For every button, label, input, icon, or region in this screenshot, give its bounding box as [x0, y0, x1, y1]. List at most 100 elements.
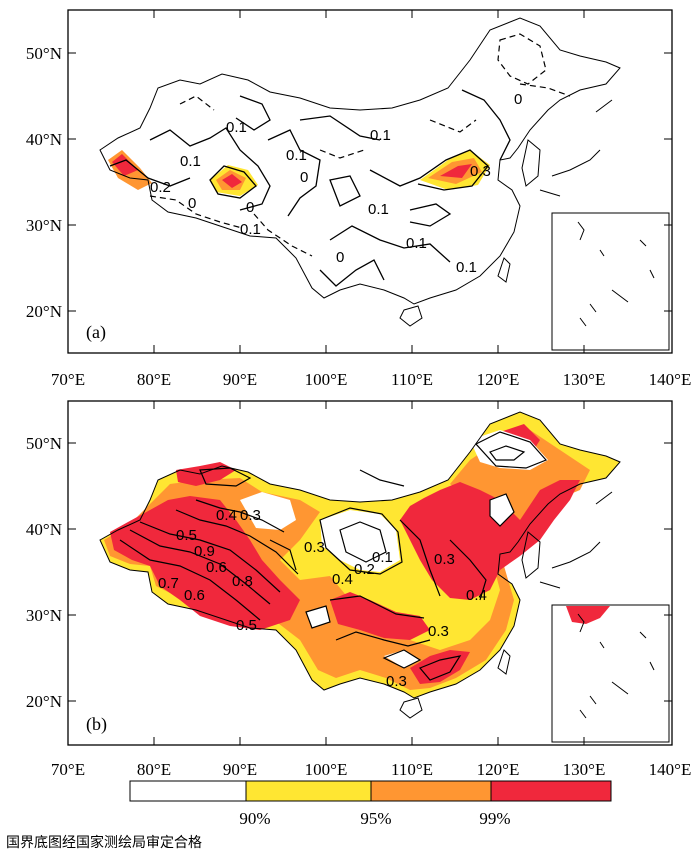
lat-tick-label: 20°N	[26, 302, 62, 321]
contours-a-dashed	[149, 33, 571, 257]
legend-swatch	[129, 780, 247, 802]
contour-label: 0.3	[304, 539, 325, 556]
lon-tick-label: 130°E	[563, 370, 606, 389]
lon-tick-label: 110°E	[391, 760, 433, 779]
hainan	[399, 697, 423, 719]
contour-label: 0.9	[194, 543, 215, 560]
contour-label: 0.4	[332, 571, 353, 588]
contour-label: 0.1	[406, 235, 427, 252]
lon-tick-label: 80°E	[137, 370, 171, 389]
coast-korea	[521, 531, 541, 579]
lat-tick-label: 40°N	[26, 520, 62, 539]
panel-b-lat-labels: 50°N 40°N 30°N 20°N	[26, 434, 62, 711]
contour-label: 0	[514, 91, 522, 108]
lon-tick-label: 80°E	[137, 760, 171, 779]
lon-tick-label: 100°E	[305, 370, 348, 389]
contour-label: 0.3	[428, 623, 449, 640]
contour-label: 0.1	[226, 119, 247, 136]
shading	[222, 174, 242, 188]
panel-b: 0.4 0.3 0.5 0.6 0.7 0.8 0.9 0.6 0.5 0.3 …	[26, 400, 691, 779]
panel-a-ticks	[68, 10, 672, 353]
legend-swatch	[245, 780, 372, 802]
contour-label: 0.4	[466, 587, 487, 604]
contours-a	[109, 89, 511, 287]
legend-swatch	[490, 780, 612, 802]
lat-tick-label: 40°N	[26, 130, 62, 149]
legend-label: 90%	[239, 809, 270, 828]
china-outline	[99, 17, 621, 305]
contour-label: 0.3	[470, 163, 491, 180]
contour-label: 0.1	[286, 147, 307, 164]
shading-white	[470, 430, 548, 470]
contour-label: 0.5	[236, 617, 257, 634]
lat-tick-label: 50°N	[26, 434, 62, 453]
south-china-sea-inset	[551, 212, 670, 351]
lon-tick-label: 140°E	[649, 370, 692, 389]
contour-label: 0	[188, 195, 196, 212]
contour-label: 0.2	[150, 179, 171, 196]
panel-b-lon-labels: 70°E 80°E 90°E 100°E 110°E 120°E 130°E 1…	[51, 760, 691, 779]
lon-tick-label: 110°E	[391, 370, 433, 389]
lon-tick-label: 120°E	[477, 370, 520, 389]
coast-korea	[521, 139, 541, 187]
panel-a-contour-labels: 0.1 0.2 0 0.1 0 0.1 0.1 0 0.1 0.1 0.1 0 …	[150, 91, 522, 276]
lon-tick-label: 70°E	[51, 370, 85, 389]
shading	[112, 154, 138, 176]
inset-shading	[566, 606, 610, 624]
contour-label: 0	[300, 169, 308, 186]
panel-b-contour-labels: 0.4 0.3 0.5 0.6 0.7 0.8 0.9 0.6 0.5 0.3 …	[158, 507, 487, 690]
shading-red	[400, 480, 580, 600]
contour-label: 0.1	[180, 153, 201, 170]
contour-label: 0.8	[232, 573, 253, 590]
legend: 90% 95% 99%	[129, 780, 612, 828]
legend-label: 95%	[360, 809, 391, 828]
contour-label: 0.3	[434, 551, 455, 568]
contour-label: 0.6	[206, 559, 227, 576]
contour-label: 0.3	[386, 673, 407, 690]
panel-label: (a)	[86, 322, 106, 343]
contour-label: 0.5	[176, 527, 197, 544]
lon-tick-label: 140°E	[649, 760, 692, 779]
legend-label: 99%	[479, 809, 510, 828]
panel-b-ticks	[68, 401, 672, 745]
lat-tick-label: 20°N	[26, 692, 62, 711]
contour-label: 0	[336, 249, 344, 266]
lat-tick-label: 50°N	[26, 44, 62, 63]
lat-tick-label: 30°N	[26, 216, 62, 235]
lon-tick-label: 90°E	[223, 370, 257, 389]
legend-swatch	[370, 780, 492, 802]
hainan	[399, 305, 423, 327]
shading-white	[320, 510, 400, 572]
lon-tick-label: 70°E	[51, 760, 85, 779]
panel-a-lon-labels: 70°E 80°E 90°E 100°E 110°E 120°E 130°E 1…	[51, 370, 691, 389]
shading-red	[410, 650, 470, 684]
inset-islands	[577, 613, 655, 719]
taiwan	[497, 649, 511, 675]
contour-label: 0.1	[372, 549, 393, 566]
contour-label: 0.2	[354, 561, 375, 578]
contour-label: 0.1	[456, 259, 477, 276]
lon-tick-label: 130°E	[563, 760, 606, 779]
panel-a-lat-labels: 50°N 40°N 30°N 20°N	[26, 44, 62, 321]
lat-tick-label: 30°N	[26, 606, 62, 625]
contour-label: 0.1	[368, 201, 389, 218]
japan	[539, 491, 613, 589]
taiwan	[497, 257, 511, 283]
shading	[440, 164, 472, 178]
contour-label: 0.7	[158, 575, 179, 592]
contour-label: 0.1	[240, 221, 261, 238]
shading-red	[330, 592, 430, 640]
japan	[539, 99, 613, 197]
panel-label: (b)	[86, 714, 107, 735]
contours-b	[119, 431, 548, 681]
china-outline	[99, 411, 621, 699]
lon-tick-label: 100°E	[305, 760, 348, 779]
contour-label: 0.1	[370, 127, 391, 144]
contour-label: 0	[246, 199, 254, 216]
south-china-sea-inset	[551, 604, 670, 743]
shading-white	[240, 492, 296, 530]
lon-tick-label: 90°E	[223, 760, 257, 779]
contour-label: 0.3	[240, 507, 261, 524]
shading-white	[306, 606, 330, 628]
